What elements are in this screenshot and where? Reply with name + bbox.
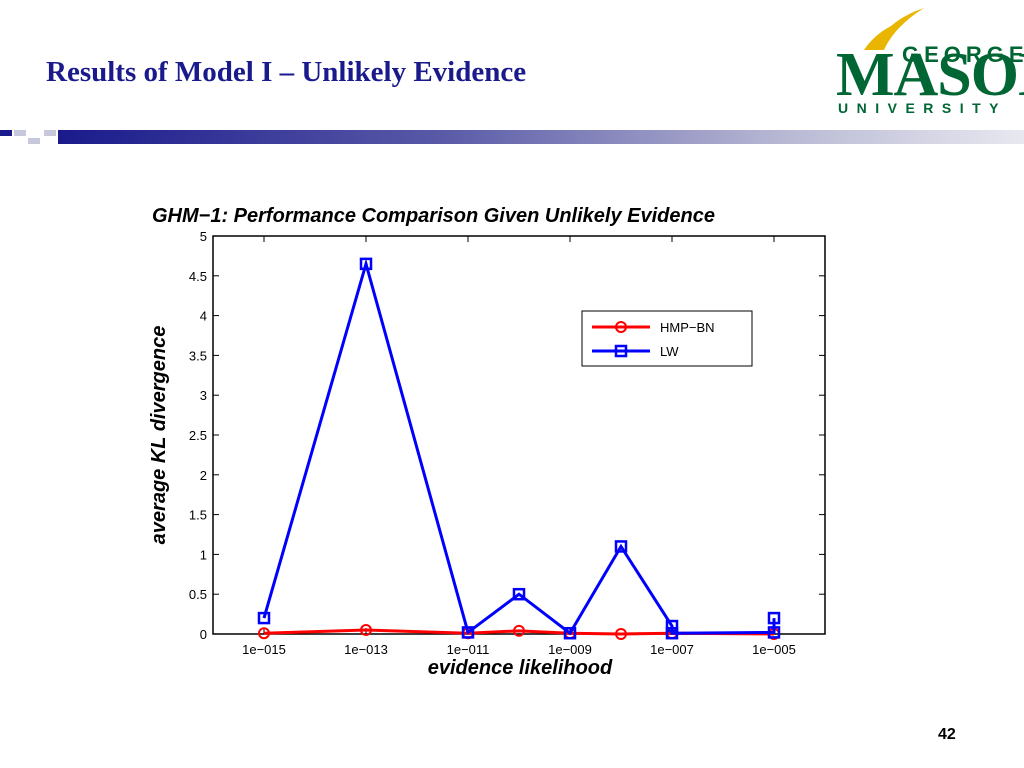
logo-mason: MASON	[836, 41, 1024, 109]
logo-university: UNIVERSITY	[838, 100, 1008, 116]
swoosh-icon	[864, 8, 924, 50]
x-tick-label: 1e−007	[650, 642, 694, 657]
x-axis-label: evidence likelihood	[428, 657, 613, 679]
y-tick-label: 3	[200, 388, 207, 403]
y-axis-label: average KL divergence	[148, 326, 170, 545]
y-tick-label: 4	[200, 309, 207, 324]
y-tick-label: 4.5	[189, 269, 207, 284]
data-point	[359, 257, 373, 271]
data-point	[665, 626, 679, 640]
y-tick-label: 5	[200, 229, 207, 244]
data-point	[767, 626, 781, 639]
y-tick-label: 1	[200, 547, 207, 562]
series-line	[262, 258, 776, 636]
y-tick-label: 0	[200, 627, 207, 642]
series-lw	[257, 257, 781, 640]
y-axis: 0 0.5 1 1.5 2 2.5 3 3.5 4 4.5 5	[189, 229, 825, 642]
legend-label: LW	[660, 344, 679, 359]
x-tick-label: 1e−011	[447, 642, 490, 657]
data-point	[615, 628, 627, 640]
title-underline-bar	[0, 130, 1024, 148]
x-tick-label: 1e−015	[242, 642, 286, 657]
series-line	[263, 628, 775, 636]
data-point	[258, 627, 270, 640]
data-point	[614, 540, 628, 553]
legend-box	[581, 310, 753, 367]
legend-marker	[614, 344, 628, 358]
data-point	[257, 611, 271, 625]
logo-george: GEORGE	[902, 42, 1024, 67]
legend-marker	[615, 321, 627, 333]
x-axis: 1e−015 1e−013 1e−011 1e−009 1e−007 1e−005	[242, 236, 796, 657]
chart-title: GHM−1: Performance Comparison Given Unli…	[152, 205, 715, 227]
y-tick-label: 3.5	[189, 348, 207, 363]
y-tick-label: 1.5	[189, 508, 207, 523]
y-tick-label: 2	[200, 468, 207, 483]
data-point	[513, 624, 525, 637]
slide-title: Results of Model I – Unlikely Evidence	[46, 56, 527, 88]
plot-area	[212, 235, 826, 635]
data-point	[461, 626, 475, 639]
page-number: 42	[938, 726, 956, 743]
data-point	[563, 626, 577, 640]
data-point	[512, 587, 526, 601]
data-point	[360, 624, 372, 637]
x-tick-label: 1e−009	[548, 642, 592, 657]
data-point	[767, 611, 781, 625]
y-tick-label: 2.5	[189, 428, 207, 443]
series-layer	[257, 257, 781, 640]
gmu-logo: GEORGE MASON UNIVERSITY	[832, 4, 1024, 122]
x-tick-label: 1e−005	[752, 642, 796, 657]
data-point	[665, 619, 679, 633]
x-tick-label: 1e−013	[344, 642, 388, 657]
legend-label: HMP−BN	[660, 320, 715, 335]
y-tick-label: 0.5	[189, 587, 207, 602]
legend: HMP−BN LW	[581, 310, 753, 367]
